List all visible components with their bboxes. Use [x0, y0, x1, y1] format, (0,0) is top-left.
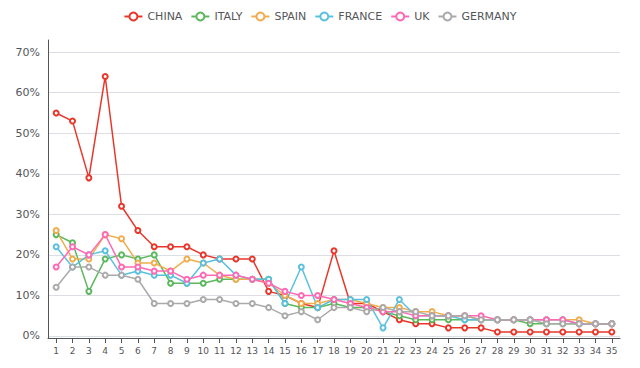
svg-text:31: 31	[541, 346, 552, 356]
svg-text:CHINA: CHINA	[147, 10, 182, 23]
svg-text:10%: 10%	[16, 289, 40, 302]
svg-text:30%: 30%	[16, 208, 40, 221]
svg-text:11: 11	[214, 346, 225, 356]
svg-text:GERMANY: GERMANY	[461, 10, 516, 23]
svg-text:60%: 60%	[16, 86, 40, 99]
svg-text:27: 27	[475, 346, 486, 356]
svg-text:15: 15	[279, 346, 290, 356]
svg-text:5: 5	[119, 346, 125, 356]
svg-text:28: 28	[492, 346, 504, 356]
svg-text:9: 9	[184, 346, 190, 356]
svg-text:6: 6	[135, 346, 141, 356]
svg-text:7: 7	[151, 346, 157, 356]
svg-text:24: 24	[426, 346, 438, 356]
svg-text:26: 26	[459, 346, 471, 356]
svg-text:FRANCE: FRANCE	[338, 10, 382, 23]
svg-text:19: 19	[345, 346, 357, 356]
svg-text:23: 23	[410, 346, 421, 356]
svg-text:13: 13	[247, 346, 258, 356]
svg-text:25: 25	[443, 346, 454, 356]
svg-text:1: 1	[53, 346, 59, 356]
svg-text:50%: 50%	[16, 127, 40, 140]
svg-text:34: 34	[590, 346, 602, 356]
svg-text:30: 30	[524, 346, 536, 356]
svg-text:3: 3	[86, 346, 92, 356]
svg-text:40%: 40%	[16, 167, 40, 180]
svg-text:0%: 0%	[23, 329, 40, 342]
svg-text:SPAIN: SPAIN	[274, 10, 306, 23]
svg-text:35: 35	[606, 346, 617, 356]
svg-text:22: 22	[394, 346, 405, 356]
svg-text:ITALY: ITALY	[214, 10, 242, 23]
svg-text:UK: UK	[414, 10, 430, 23]
svg-text:4: 4	[102, 346, 108, 356]
svg-text:17: 17	[312, 346, 323, 356]
svg-text:21: 21	[377, 346, 388, 356]
svg-text:2: 2	[70, 346, 76, 356]
svg-text:10: 10	[198, 346, 210, 356]
svg-text:70%: 70%	[16, 46, 40, 59]
svg-text:20%: 20%	[16, 248, 40, 261]
svg-text:16: 16	[296, 346, 308, 356]
svg-text:14: 14	[263, 346, 275, 356]
svg-text:8: 8	[168, 346, 174, 356]
svg-text:20: 20	[361, 346, 373, 356]
svg-text:33: 33	[573, 346, 584, 356]
svg-text:18: 18	[328, 346, 340, 356]
svg-text:32: 32	[557, 346, 568, 356]
svg-text:12: 12	[230, 346, 241, 356]
svg-text:29: 29	[508, 346, 520, 356]
